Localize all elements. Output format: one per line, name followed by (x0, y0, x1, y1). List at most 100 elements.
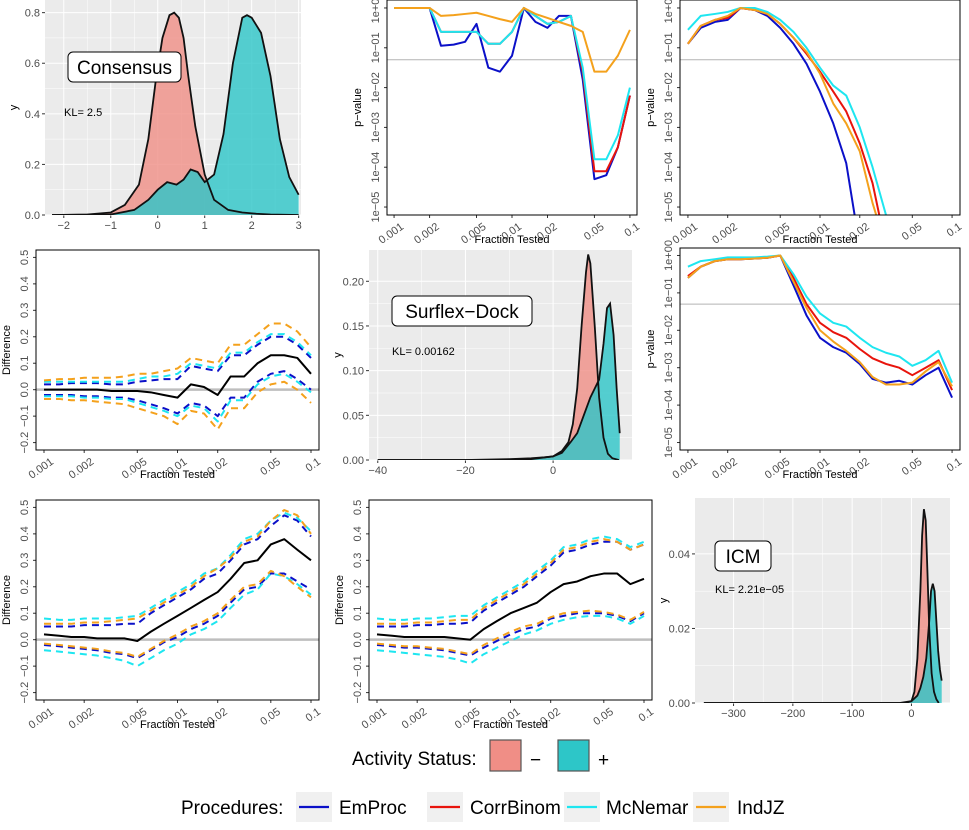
x-tick-label: 0 (908, 708, 914, 720)
y-tick-label: 0.02 (669, 623, 690, 635)
x-tick-label: −100 (840, 708, 865, 720)
series-line-indjz-lower (44, 380, 312, 431)
plot-background (680, 248, 960, 450)
x-tick-label: 0 (550, 465, 556, 477)
panel-p1: −2 −1 0 1 2 3 0.0 0.2 0.4 0.6 0.8 y Consensus KL= 2.5 (8, 0, 302, 232)
density-curve-active (52, 14, 300, 215)
panels: −2 −1 0 1 2 3 0.0 0.2 0.4 0.6 0.8 y Consensus KL= 2.5… (1, 0, 964, 732)
series-line-mcnemar (687, 6, 888, 215)
series-line-mcnemar-lower (43, 572, 312, 668)
x-tick-label: −2 (58, 220, 71, 232)
y-tick-label: 1e−01 (663, 32, 675, 63)
series-line-mcnemar-lower (376, 614, 645, 665)
panel-p5: −40 −20 0 0.00 0.05 0.10 0.15 0.20 y Surflex−Dock… (332, 250, 632, 477)
kl-annotation: KL= 0.00162 (392, 346, 455, 358)
x-axis-title: Fraction Tested (140, 719, 215, 731)
y-axis-title: y (658, 597, 670, 603)
plot-area (369, 535, 652, 665)
x-tick-label: 0.001 (671, 456, 700, 482)
x-axis-title: Fraction Tested (140, 469, 215, 481)
series-line-emproc (687, 6, 856, 215)
x-tick-label: 0 (155, 220, 161, 232)
x-tick-label: 3 (296, 220, 302, 232)
y-tick-label: 0.1 (19, 356, 31, 371)
density-area-active (52, 15, 299, 215)
y-tick-label: 0.2 (19, 579, 31, 594)
series-line-emproc-upper (44, 514, 312, 628)
plot-background (36, 250, 319, 450)
y-tick-label: −0.2 (19, 432, 31, 454)
x-axis-title: Fraction Tested (782, 234, 857, 246)
y-tick-label: 1e−03 (370, 112, 382, 143)
panel-p8: 0.001 0.002 0.005 0.01 0.02 0.05 0.1−0.2−0.10.… (334, 499, 656, 732)
series-line-indjz (394, 6, 631, 73)
series-line-indjz (687, 254, 953, 387)
y-tick-label: 0.1 (19, 606, 31, 621)
activity-legend-title: Activity Status: (352, 749, 477, 770)
y-axis-title: Difference (1, 325, 13, 375)
series-line-indjz-lower (376, 609, 645, 656)
y-tick-label: 0.00 (343, 455, 364, 467)
x-tick-label: 0.001 (360, 706, 389, 732)
plot-area (36, 322, 319, 431)
panel-p7: 0.001 0.002 0.005 0.01 0.02 0.05 0.1−0.2−0.10.… (1, 499, 323, 732)
y-tick-label: 0.4 (19, 526, 31, 541)
density-area-inactive (52, 12, 299, 215)
y-tick-label: 0.10 (343, 366, 364, 378)
panel-p9: −300 −200 −100 0 0.00 0.02 0.04 y ICM KL= 2.21e−0… (658, 498, 950, 720)
y-tick-label: 0.15 (343, 321, 364, 333)
panel-title-box (391, 295, 533, 327)
plot-area (52, 11, 300, 215)
y-tick-label: 0.00 (669, 698, 690, 710)
activity-pos-label: + (598, 750, 609, 771)
panel-p3: 0.001 0.002 0.005 0.01 0.02 0.05 0.11e−051e−04… (645, 0, 964, 247)
y-axis-title: p−value (352, 88, 364, 127)
y-tick-label: 1e+00 (663, 240, 675, 271)
y-tick-label: 0.4 (25, 109, 40, 121)
series-line-indjz-upper (43, 322, 312, 382)
panel-title-box (714, 540, 772, 572)
procedures-legend-title: Procedures: (181, 798, 283, 819)
y-tick-label: 1e−01 (370, 32, 382, 63)
series-line-mcnemar-upper (44, 333, 312, 383)
y-tick-label: 0.1 (352, 606, 364, 621)
y-tick-label: 0.20 (343, 276, 364, 288)
x-tick-label: 0.002 (710, 456, 739, 482)
activity-legend: Activity Status: − + (352, 739, 609, 772)
panel-border (386, 0, 638, 216)
y-tick-label: 1e−04 (663, 390, 675, 421)
emproc-label: EmProc (339, 798, 407, 819)
panel-p4: 0.001 0.002 0.005 0.01 0.02 0.05 0.1−0.2−0.10.… (1, 249, 323, 482)
panel-border (35, 499, 320, 701)
x-tick-label: −300 (721, 708, 746, 720)
series-line-mean (44, 354, 312, 399)
plot-background (369, 500, 652, 700)
procedures-legend: Procedures: EmProc CorrBinom McNemar Ind… (181, 792, 785, 822)
y-tick-label: 0.4 (19, 276, 31, 291)
x-tick-label: 0.05 (258, 456, 282, 478)
density-curve-inactive (52, 11, 299, 215)
y-tick-label: −0.1 (19, 655, 31, 677)
y-tick-label: 1e−01 (663, 277, 675, 308)
panel-p6: 0.001 0.002 0.005 0.01 0.02 0.05 0.11e−051e−04… (645, 240, 964, 481)
panel-border (679, 0, 961, 216)
y-tick-label: 0.04 (669, 549, 690, 561)
y-tick-label: 0.3 (352, 553, 364, 568)
x-tick-label: 0.1 (304, 456, 323, 475)
y-tick-label: 1e−02 (663, 315, 675, 346)
plot-area (680, 254, 960, 399)
x-tick-label: −40 (368, 465, 387, 477)
y-tick-label: 0.2 (352, 579, 364, 594)
x-tick-label: 0.002 (400, 706, 429, 732)
x-tick-label: 0.1 (304, 706, 323, 725)
plot-background (680, 0, 960, 215)
y-axis-title: p−value (645, 330, 657, 369)
x-tick-label: 1 (202, 220, 208, 232)
density-curve-active (377, 301, 621, 460)
y-tick-label: 0.3 (19, 303, 31, 318)
series-line-emproc-upper (44, 335, 312, 386)
y-axis-title: y (332, 352, 344, 358)
x-tick-label: −200 (780, 708, 805, 720)
plot-area (36, 509, 319, 668)
